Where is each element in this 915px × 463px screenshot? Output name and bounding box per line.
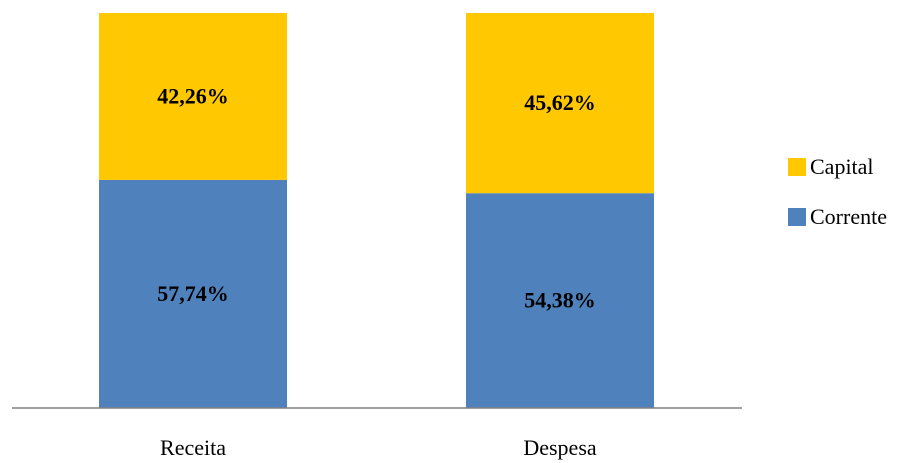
legend-label-capital: Capital <box>810 154 874 179</box>
category-label-receita: Receita <box>160 435 226 460</box>
bar-capital-despesa <box>466 13 654 194</box>
value-labels-group: 57,74% 42,26% 54,38% 45,62% <box>157 83 596 312</box>
data-label-corrente-receita: 57,74% <box>157 281 229 306</box>
bar-corrente-despesa <box>466 193 654 408</box>
category-labels-group: Receita Despesa <box>160 435 597 460</box>
bar-capital-receita <box>99 13 287 180</box>
data-label-corrente-despesa: 54,38% <box>524 288 596 313</box>
data-label-capital-despesa: 45,62% <box>524 90 596 115</box>
data-label-capital-receita: 42,26% <box>157 83 229 108</box>
legend-swatch-corrente <box>788 208 806 226</box>
legend-label-corrente: Corrente <box>810 204 887 229</box>
category-label-despesa: Despesa <box>523 435 597 460</box>
legend: Capital Corrente <box>788 154 887 229</box>
legend-swatch-capital <box>788 158 806 176</box>
bars-group <box>99 13 654 408</box>
bar-corrente-receita <box>99 179 287 408</box>
